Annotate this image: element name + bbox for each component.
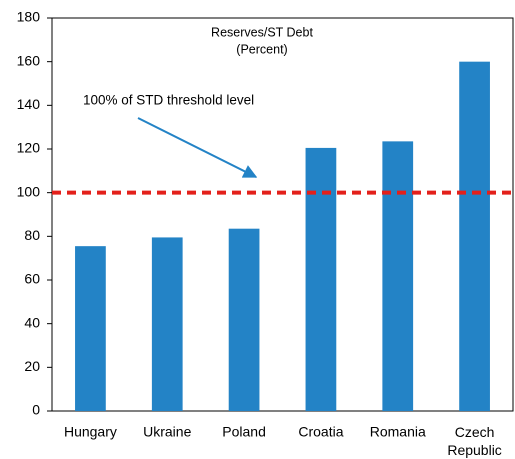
x-tick-label: Poland bbox=[222, 424, 266, 440]
y-tick-label: 180 bbox=[17, 9, 41, 25]
bar bbox=[228, 228, 260, 411]
y-tick-label: 160 bbox=[17, 52, 41, 68]
bar bbox=[382, 141, 414, 411]
y-tick-label: 60 bbox=[24, 271, 40, 287]
y-tick-label: 100 bbox=[17, 183, 41, 199]
annotation: 100% of STD threshold level bbox=[83, 93, 254, 108]
y-tick-label: 80 bbox=[24, 227, 40, 243]
bar bbox=[75, 246, 106, 411]
bar bbox=[305, 147, 337, 412]
annotation-arrow bbox=[137, 117, 258, 178]
x-tick-label: Hungary bbox=[64, 424, 117, 440]
x-tick-label: Czech Republic bbox=[447, 424, 501, 458]
bar bbox=[459, 61, 490, 412]
y-tick-label: 40 bbox=[24, 314, 40, 330]
plot-frame bbox=[51, 17, 514, 412]
y-tick-label: 0 bbox=[32, 402, 40, 418]
y-tick-label: 140 bbox=[17, 96, 41, 112]
y-tick-label: 20 bbox=[24, 358, 40, 374]
x-tick-label: Croatia bbox=[298, 424, 343, 440]
chart-title: Reserves/ST Debt bbox=[211, 25, 313, 39]
y-tick-label: 120 bbox=[17, 140, 41, 156]
bar bbox=[151, 237, 183, 411]
x-tick-label: Romania bbox=[370, 424, 426, 440]
x-tick-label: Ukraine bbox=[143, 424, 191, 440]
chart-subtitle: (Percent) bbox=[236, 42, 287, 56]
